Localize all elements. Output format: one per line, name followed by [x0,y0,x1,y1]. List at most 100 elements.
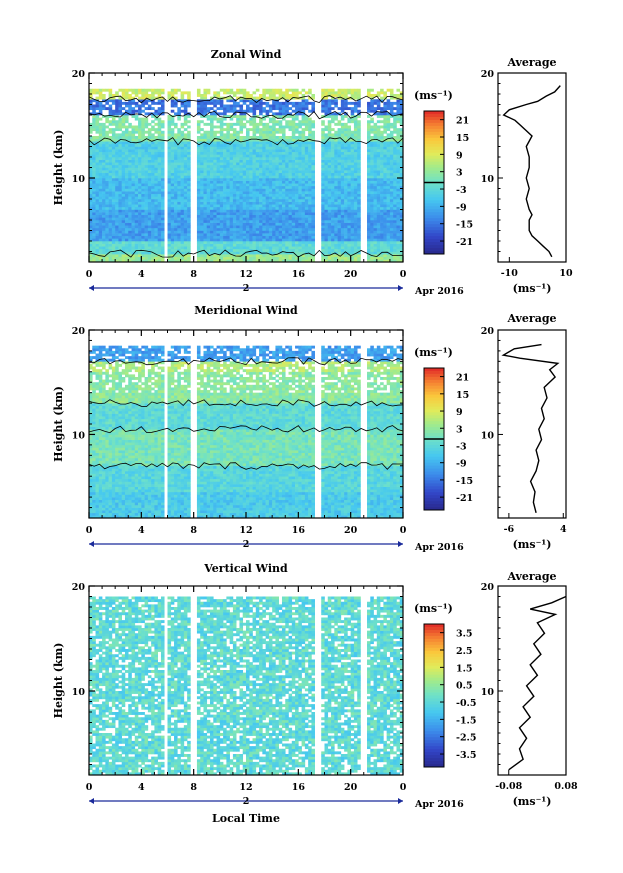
heatmap-cell [210,206,214,210]
heatmap-cell [255,220,260,223]
heatmap-cell [308,254,312,258]
heatmap-cell [92,241,96,244]
heatmap-cell [370,227,374,231]
heatmap-cell [89,141,93,145]
heatmap-cell [210,164,214,168]
heatmap-cell [376,193,381,197]
heatmap-cell [357,180,361,184]
heatmap-cell [357,125,361,129]
heatmap-cell [242,243,247,247]
heatmap-cell [357,188,361,192]
heatmap-cell [373,157,378,160]
heatmap-cell [108,146,113,150]
heatmap-cell [367,188,371,192]
heatmap-cell [229,117,234,121]
heatmap-cell [102,154,106,158]
heatmap-cell [196,188,201,192]
heatmap-cell [281,91,286,95]
heatmap-cell [275,225,280,229]
heatmap-cell [268,191,273,195]
heatmap-cell [301,259,306,263]
heatmap-cell [138,238,142,242]
heatmap-cell [174,157,178,160]
heatmap-cell [255,248,260,252]
heatmap-cell [147,107,152,111]
heatmap-cell [311,212,315,216]
heatmap-cell [210,157,214,160]
heatmap-cell [177,175,181,179]
heatmap-cell [147,99,152,103]
heatmap-cell [108,227,113,231]
heatmap-cell [255,115,260,118]
heatmap-cell [105,256,109,260]
heatmap-cell [95,117,100,121]
heatmap-cell [160,99,165,103]
heatmap-cell [298,151,302,155]
heatmap-cell [239,125,244,129]
heatmap-cell [180,204,185,208]
heatmap-cell [285,94,289,97]
heatmap-cell [131,125,136,129]
heatmap-cell [102,175,106,179]
heatmap-cell [357,96,361,100]
heatmap-cell [239,149,244,153]
heatmap-cell [324,185,329,189]
heatmap-cell [298,193,302,197]
heatmap-cell [288,136,293,139]
heatmap-cell [226,175,230,179]
heatmap-cell [298,259,302,263]
heatmap-cell [144,117,149,121]
heatmap-cell [272,206,276,210]
heatmap-cell [272,183,276,187]
heatmap-cell [239,172,244,176]
heatmap-cell [141,183,145,187]
heatmap-cell [102,191,106,195]
heatmap-cell [304,206,309,210]
heatmap-cell [187,178,191,181]
heatmap-cell [160,233,165,237]
heatmap-cell [321,159,325,163]
heatmap-cell [180,130,185,134]
heatmap-cell [367,157,371,160]
heatmap-cell [200,235,204,239]
heatmap-cell [265,109,270,113]
heatmap-cell [262,122,266,126]
heatmap-cell [357,88,361,92]
heatmap-cell [268,238,273,242]
heatmap-cell [249,238,253,242]
heatmap-cell [92,238,96,242]
heatmap-cell [121,125,126,129]
heatmap-cell [344,206,348,210]
heatmap-cell [157,125,162,129]
heatmap-cell [121,230,126,234]
heatmap-cell [177,151,181,155]
heatmap-cell [157,201,162,205]
heatmap-cell [249,251,253,255]
heatmap-cell [337,130,342,134]
heatmap-cell [308,162,312,166]
heatmap-cell [337,204,342,208]
heatmap-cell [268,170,273,174]
heatmap-cell [108,251,113,255]
heatmap-cell [373,209,378,213]
heatmap-cell [311,133,315,137]
heatmap-cell [170,151,175,155]
heatmap-cell [337,159,342,163]
heatmap-cell [177,201,181,205]
heatmap-cell [255,196,260,200]
heatmap-cell [89,183,93,187]
heatmap-cell [170,157,175,160]
heatmap-cell [105,178,109,181]
heatmap-cell [344,185,348,189]
heatmap-cell [177,172,181,176]
heatmap-cell [157,120,162,124]
heatmap-cell [275,164,280,168]
heatmap-cell [259,230,263,234]
heatmap-cell [373,259,378,263]
heatmap-cell [291,193,296,197]
heatmap-cell [281,246,286,250]
heatmap-cell [295,243,299,247]
heatmap-cell [301,191,306,195]
heatmap-cell [275,101,280,105]
heatmap-cell [102,136,106,139]
